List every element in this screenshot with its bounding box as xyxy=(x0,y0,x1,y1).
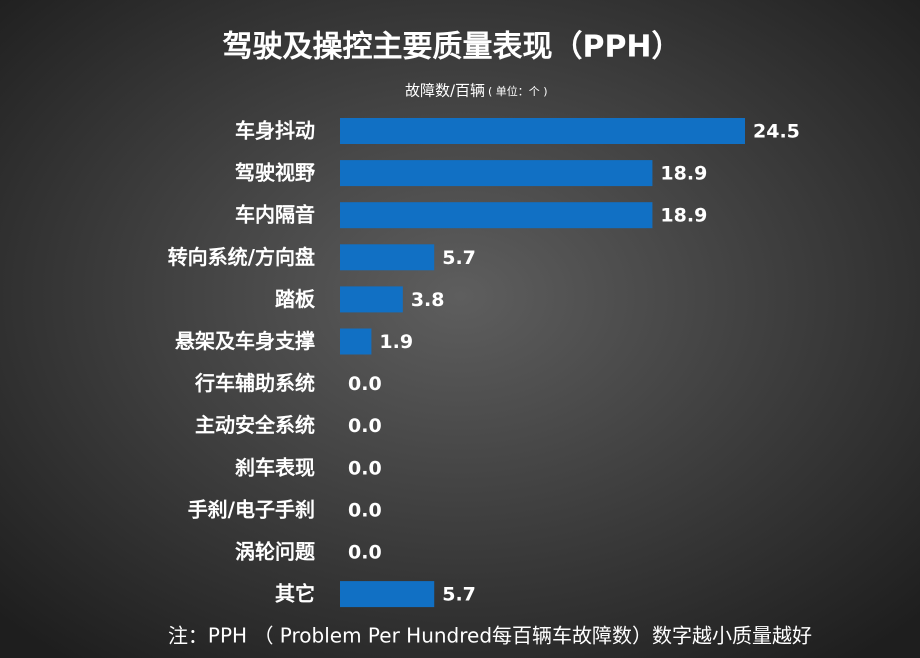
data-label: 5.7 xyxy=(442,584,476,606)
bar xyxy=(340,581,435,608)
y-tick-label: 其它 xyxy=(275,582,315,606)
data-label: 0.0 xyxy=(348,542,382,564)
y-tick-label: 转向系统/方向盘 xyxy=(168,245,315,269)
y-tick-label: 车身抖动 xyxy=(235,119,315,143)
data-label: 24.5 xyxy=(753,121,800,143)
unit-note: ( 单位：个 ) xyxy=(488,84,548,98)
data-label: 0.0 xyxy=(348,415,382,437)
y-tick-label: 手刹/电子手刹 xyxy=(188,497,315,521)
data-label: 18.9 xyxy=(660,163,707,185)
footnote: 注：PPH （ Problem Per Hundred每百辆车故障数）数字越小质… xyxy=(168,624,812,648)
y-tick-label: 主动安全系统 xyxy=(195,413,315,437)
bar xyxy=(340,328,372,355)
y-tick-label: 悬架及车身支撑 xyxy=(175,329,315,353)
y-tick-label: 踏板 xyxy=(275,287,316,311)
chart-title: 驾驶及操控主要质量表现（PPH） xyxy=(222,30,681,65)
y-tick-label: 车内隔音 xyxy=(235,203,315,227)
y-tick-label: 涡轮问题 xyxy=(235,540,316,564)
y-tick-label: 行车辅助系统 xyxy=(194,371,315,395)
data-label: 3.8 xyxy=(411,289,445,311)
y-tick-label: 刹车表现 xyxy=(235,455,315,479)
bar xyxy=(340,244,435,271)
y-tick-label: 驾驶视野 xyxy=(235,161,315,185)
bar xyxy=(340,286,403,313)
bar xyxy=(340,202,653,229)
data-label: 5.7 xyxy=(442,247,476,269)
bar xyxy=(340,160,653,187)
data-label: 0.0 xyxy=(348,457,382,479)
data-label: 0.0 xyxy=(348,499,382,521)
data-label: 1.9 xyxy=(379,331,413,353)
data-label: 18.9 xyxy=(660,205,707,227)
subtitle: 故障数/百辆 xyxy=(405,82,485,100)
data-label: 0.0 xyxy=(348,373,382,395)
bar xyxy=(340,118,745,144)
